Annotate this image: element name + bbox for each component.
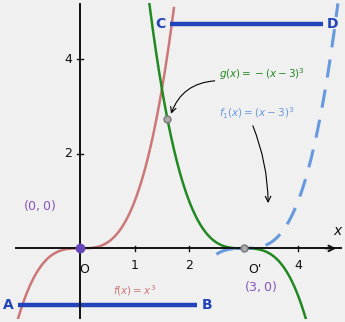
Text: O': O' xyxy=(248,263,262,277)
Text: C: C xyxy=(156,17,166,31)
Text: O: O xyxy=(79,263,89,277)
Text: A: A xyxy=(2,298,13,312)
Text: $f\left(x\right)=x^3$: $f\left(x\right)=x^3$ xyxy=(113,283,156,298)
Text: $(0, 0)$: $(0, 0)$ xyxy=(23,198,56,213)
Text: 1: 1 xyxy=(131,259,139,272)
Text: 4: 4 xyxy=(294,259,302,272)
Text: 2: 2 xyxy=(185,259,193,272)
Text: 2: 2 xyxy=(64,147,72,160)
Text: $(3, 0)$: $(3, 0)$ xyxy=(244,279,277,294)
Text: D: D xyxy=(327,17,338,31)
Text: B: B xyxy=(202,298,212,312)
Text: x: x xyxy=(333,224,342,238)
Text: $g\left(x\right)=-(x-3)^3$: $g\left(x\right)=-(x-3)^3$ xyxy=(219,66,305,81)
Text: 4: 4 xyxy=(64,53,72,66)
Text: $f_1\left(x\right)=(x-3)^3$: $f_1\left(x\right)=(x-3)^3$ xyxy=(219,106,294,121)
